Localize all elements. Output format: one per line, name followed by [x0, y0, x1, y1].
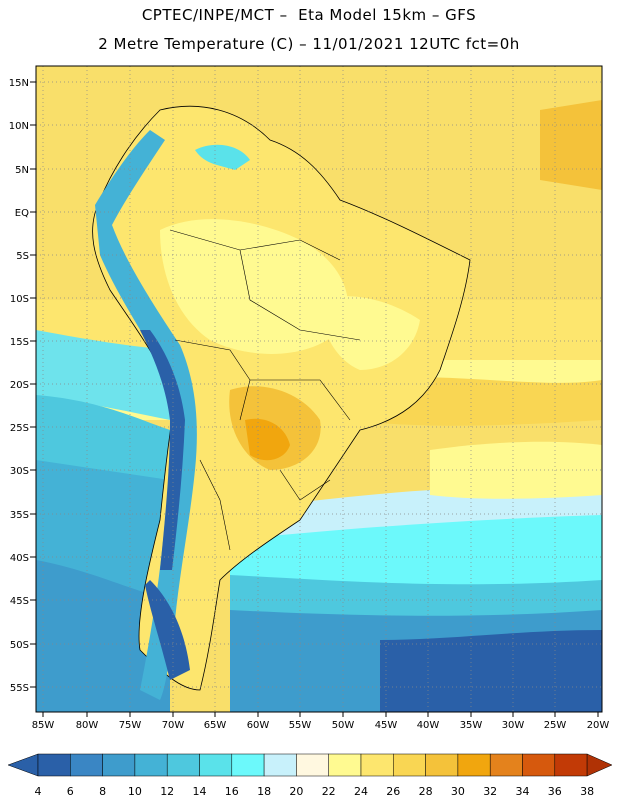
legend-tick-label: 38: [580, 785, 594, 798]
legend-tick-label: 4: [35, 785, 42, 798]
legend-tick-label: 28: [419, 785, 433, 798]
lat-label: 35S: [10, 510, 29, 521]
lon-label: 55W: [289, 720, 312, 731]
legend-tick-label: 26: [386, 785, 400, 798]
temperature-map: 15N 10N 5N EQ 5S 10S 15S 20S 25S 30S 35S 40S 45S 50S 5…: [9, 65, 610, 731]
legend-swatch: [166, 753, 200, 777]
legend-tick-label: 6: [67, 785, 74, 798]
lon-label: 20W: [587, 720, 610, 731]
legend-swatch: [360, 753, 394, 777]
legend-swatch: [457, 753, 491, 777]
lat-label: 55S: [10, 683, 29, 694]
lat-label: 40S: [10, 553, 29, 564]
lon-label: 40W: [417, 720, 440, 731]
legend-tick-label: 12: [160, 785, 174, 798]
lat-label: 5N: [15, 165, 29, 176]
legend-tick-label: 32: [483, 785, 497, 798]
legend-tick-label: 16: [225, 785, 239, 798]
lon-label: 25W: [544, 720, 567, 731]
lon-label: 30W: [502, 720, 525, 731]
latitude-axis: 15N 10N 5N EQ 5S 10S 15S 20S 25S 30S 35S 40S 45S 50S 5…: [9, 78, 36, 694]
lon-label: 60W: [247, 720, 270, 731]
lat-label: 45S: [10, 596, 29, 607]
legend-swatch: [70, 753, 103, 777]
legend-tick-label: 20: [289, 785, 303, 798]
legend-arrow-high: [586, 753, 613, 777]
legend-arrow-low: [7, 753, 39, 777]
legend-tick-label: 30: [451, 785, 465, 798]
longitude-axis: 85W 80W 75W 70W 65W 60W 55W 50W 45W 40W 35W 30W 25W 2…: [32, 712, 610, 731]
lon-label: 45W: [375, 720, 398, 731]
map-frame: [35, 65, 603, 713]
country-borders: [169, 229, 361, 551]
color-legend: 4 6 8 10 12 14 16 18 20 22 24 26 28 30 32 34 36 38: [7, 753, 613, 798]
lon-label: 85W: [32, 720, 55, 731]
lat-label: 10N: [9, 121, 29, 132]
legend-tick-label: 34: [516, 785, 530, 798]
map-title-line-1: CPTEC/INPE/MCT – Eta Model 15km – GFS: [141, 6, 477, 24]
lon-label: 65W: [204, 720, 227, 731]
legend-swatch: [102, 753, 136, 777]
lon-label: 50W: [332, 720, 355, 731]
legend-swatch: [296, 753, 329, 777]
legend-tick-label: 22: [322, 785, 336, 798]
legend-tick-label: 14: [193, 785, 207, 798]
legend-tick-label: 36: [548, 785, 562, 798]
lat-label: 50S: [10, 640, 29, 651]
lat-label: 10S: [10, 294, 29, 305]
lon-label: 75W: [119, 720, 142, 731]
legend-swatch: [489, 753, 523, 777]
legend-swatch: [554, 753, 588, 777]
pacific-cool-band: [36, 330, 170, 420]
lon-label: 35W: [460, 720, 483, 731]
legend-tick-label: 18: [257, 785, 271, 798]
legend-swatch: [393, 753, 426, 777]
lat-label: 20S: [10, 380, 29, 391]
legend-swatch: [522, 753, 556, 777]
lat-label: 15N: [9, 78, 29, 89]
lat-label: 5S: [16, 251, 29, 262]
lat-label: 30S: [10, 466, 29, 477]
legend-swatch: [231, 753, 265, 777]
legend-tick-label: 10: [128, 785, 142, 798]
legend-tick-label: 24: [354, 785, 368, 798]
lon-label: 70W: [162, 720, 185, 731]
temperature-field: [36, 66, 602, 712]
legend-swatch: [37, 753, 71, 777]
legend-swatch: [134, 753, 168, 777]
lat-label: 25S: [10, 423, 29, 434]
legend-swatch: [328, 753, 362, 777]
legend-tick-label: 8: [99, 785, 106, 798]
lat-label: EQ: [15, 208, 29, 219]
legend-swatch: [199, 753, 233, 777]
legend-swatch: [263, 753, 297, 777]
lat-label: 15S: [10, 337, 29, 348]
legend-swatch: [425, 753, 459, 777]
lon-label: 80W: [76, 720, 99, 731]
map-title-line-2: 2 Metre Temperature (C) – 11/01/2021 12U…: [98, 35, 520, 53]
